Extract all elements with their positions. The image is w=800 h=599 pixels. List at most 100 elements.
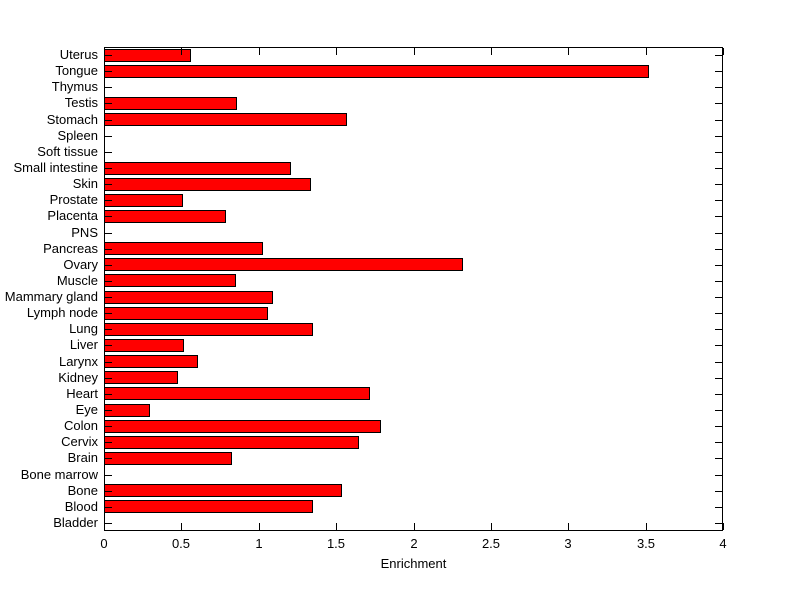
x-tick-label: 3.5 [636, 536, 656, 551]
x-tick [646, 48, 647, 55]
y-tick [105, 200, 112, 201]
x-tick [181, 48, 182, 55]
y-tick [715, 394, 722, 395]
x-axis-title: Enrichment [380, 556, 447, 571]
y-tick-label: Stomach [46, 112, 98, 127]
x-tick-label: 2 [410, 536, 418, 551]
y-tick [105, 168, 112, 169]
y-tick-label: Bladder [53, 515, 98, 530]
y-tick [715, 281, 722, 282]
y-tick-label: Soft tissue [37, 144, 98, 159]
y-tick [715, 184, 722, 185]
y-tick [715, 458, 722, 459]
y-tick-label: Liver [69, 337, 98, 352]
y-tick [715, 491, 722, 492]
bar [104, 49, 191, 62]
y-tick [105, 55, 112, 56]
bar [104, 113, 347, 126]
bar [104, 500, 313, 513]
x-tick [491, 523, 492, 530]
x-tick [723, 523, 724, 530]
x-tick-label: 3 [564, 536, 572, 551]
bar [104, 258, 463, 271]
y-tick [715, 523, 722, 524]
x-tick [336, 523, 337, 530]
y-tick [105, 120, 112, 121]
x-tick [414, 48, 415, 55]
bar [104, 291, 273, 304]
y-tick [105, 216, 112, 217]
y-tick [105, 378, 112, 379]
y-tick [715, 233, 722, 234]
y-tick-label: Placenta [47, 208, 98, 223]
y-tick-label: Cervix [61, 434, 98, 449]
y-tick [105, 103, 112, 104]
bar [104, 65, 649, 78]
x-tick [336, 48, 337, 55]
y-tick-label: Blood [64, 499, 98, 514]
y-tick [715, 200, 722, 201]
y-tick-label: Kidney [58, 370, 98, 385]
y-tick-label: Mammary gland [4, 289, 98, 304]
y-tick [105, 329, 112, 330]
y-tick-label: Eye [75, 402, 98, 417]
y-tick [105, 71, 112, 72]
y-tick [105, 136, 112, 137]
y-tick [105, 410, 112, 411]
x-tick-label: 4 [719, 536, 727, 551]
bar [104, 452, 232, 465]
y-tick [105, 458, 112, 459]
y-tick [105, 87, 112, 88]
y-tick-label: Muscle [56, 273, 98, 288]
x-tick [646, 523, 647, 530]
bar [104, 355, 198, 368]
y-tick [105, 491, 112, 492]
x-tick [414, 523, 415, 530]
x-tick-label: 2.5 [481, 536, 501, 551]
y-tick-label: Lymph node [26, 305, 98, 320]
y-tick-label: Bone [67, 483, 98, 498]
bar [104, 178, 311, 191]
bar [104, 242, 263, 255]
y-tick-label: PNS [71, 225, 98, 240]
bar [104, 484, 342, 497]
y-tick [105, 265, 112, 266]
bar [104, 210, 226, 223]
y-tick [715, 103, 722, 104]
bar [104, 404, 150, 417]
bar [104, 420, 381, 433]
y-tick [715, 442, 722, 443]
y-tick [715, 362, 722, 363]
y-tick-label: Bone marrow [20, 467, 98, 482]
x-tick-label: 0 [100, 536, 108, 551]
y-tick [105, 475, 112, 476]
x-tick [259, 523, 260, 530]
y-tick [715, 55, 722, 56]
y-tick-label: Uterus [59, 47, 98, 62]
y-tick-label: Ovary [63, 257, 98, 272]
bar [104, 194, 183, 207]
y-tick-label: Colon [64, 418, 98, 433]
x-tick-label: 1.5 [326, 536, 346, 551]
y-tick-label: Thymus [51, 79, 98, 94]
y-tick [715, 297, 722, 298]
y-tick [715, 71, 722, 72]
y-tick [715, 475, 722, 476]
bar [104, 339, 184, 352]
y-tick-label: Larynx [58, 354, 98, 369]
y-tick [105, 297, 112, 298]
y-tick [105, 507, 112, 508]
y-tick [715, 378, 722, 379]
x-tick [181, 523, 182, 530]
x-tick [723, 48, 724, 55]
y-tick [715, 120, 722, 121]
y-tick [715, 265, 722, 266]
y-tick-label: Testis [64, 95, 98, 110]
y-tick [105, 345, 112, 346]
y-tick [715, 168, 722, 169]
y-tick-label: Lung [69, 321, 98, 336]
y-tick [715, 507, 722, 508]
y-tick [105, 281, 112, 282]
y-tick [105, 394, 112, 395]
